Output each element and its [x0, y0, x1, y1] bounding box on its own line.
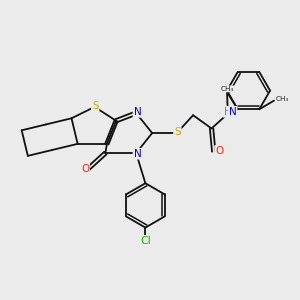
Text: CH₃: CH₃ — [276, 96, 290, 102]
Text: S: S — [174, 128, 181, 137]
Text: Cl: Cl — [141, 236, 152, 246]
Text: O: O — [215, 146, 224, 156]
Text: N: N — [229, 107, 237, 117]
Text: O: O — [81, 164, 89, 174]
Text: S: S — [92, 101, 98, 111]
Text: N: N — [134, 149, 141, 159]
Text: H: H — [224, 107, 231, 117]
Text: N: N — [134, 107, 141, 117]
Text: CH₃: CH₃ — [220, 86, 234, 92]
